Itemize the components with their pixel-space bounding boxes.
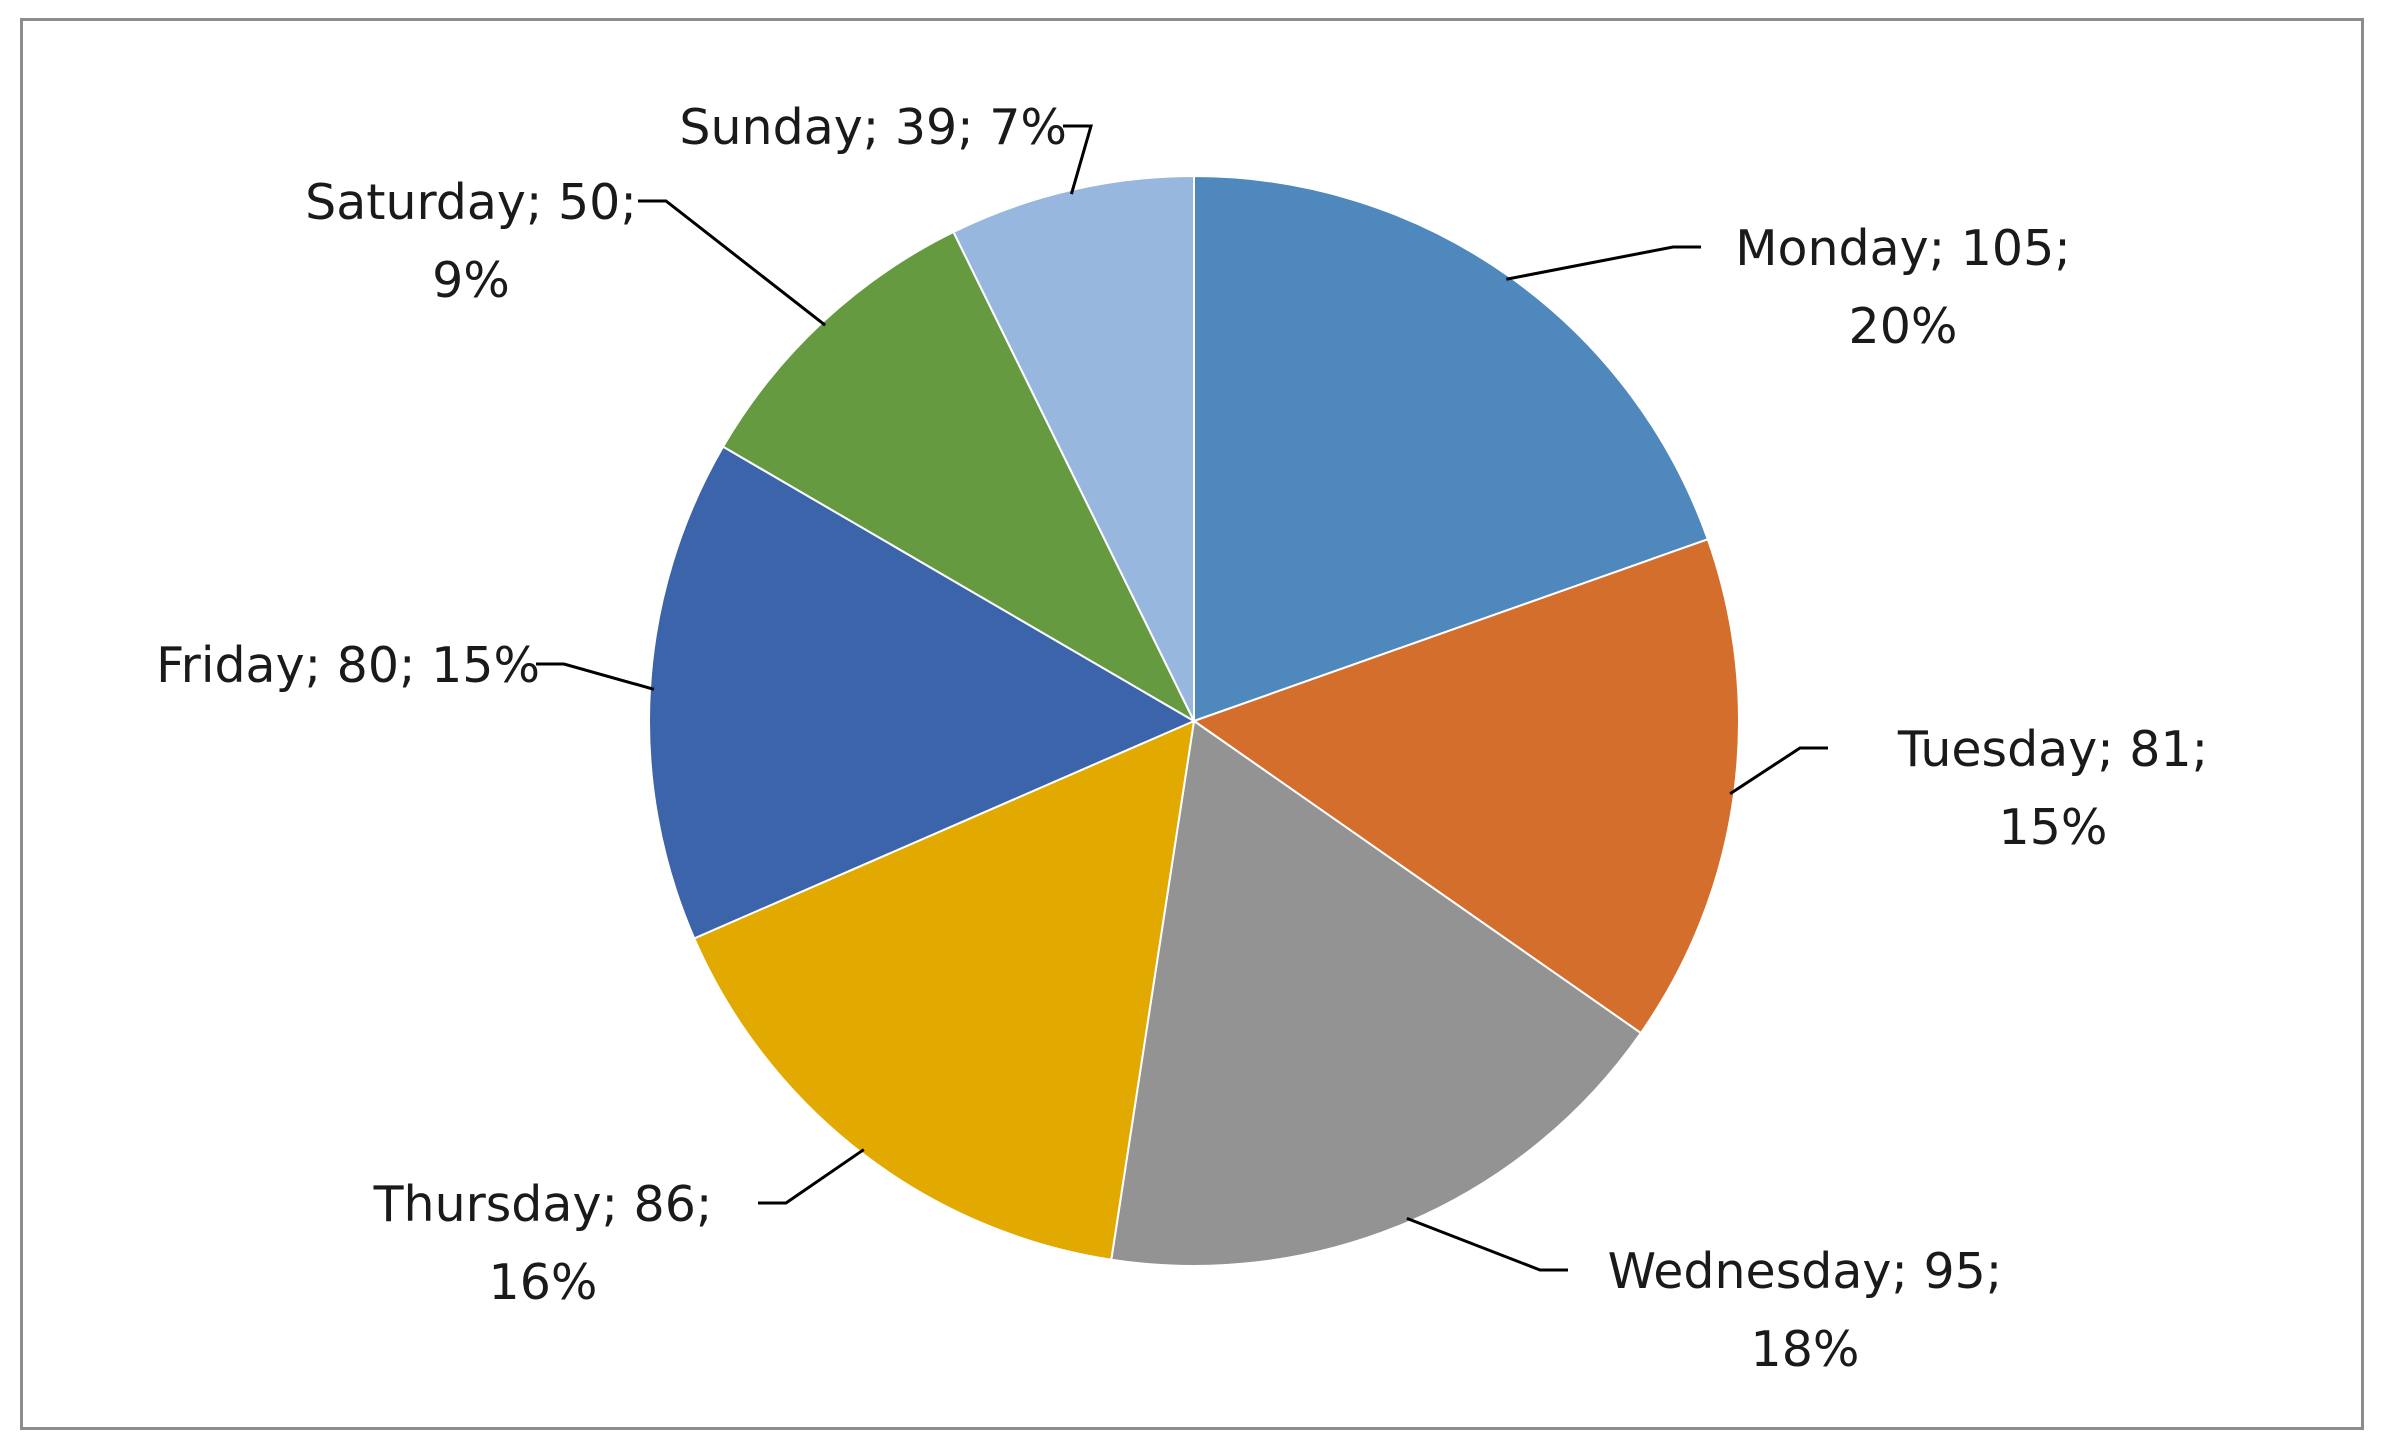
leader-line-tuesday [1729,746,1828,795]
data-label-line: Sunday; 39; 7% [679,99,1067,156]
leader-line-monday [1506,245,1701,281]
data-labels-layer: Monday; 105; 20% Tuesday; 81; 15% Wednesday;… [156,99,2208,1378]
data-label-line: Saturday; 50; [305,174,637,231]
data-label-line: Thursday; 86; [373,1176,713,1233]
leader-line-wednesday [1406,1216,1568,1272]
data-label-friday: Friday; 80; 15% [156,637,540,694]
leader-line-thursday [758,1148,865,1205]
data-label-line: 18% [1751,1321,1860,1378]
pie-slice-monday [1193,174,1710,723]
leader-line-friday [536,662,655,691]
data-label-line: Wednesday; 95; [1608,1243,2003,1300]
slices-layer [648,174,1740,1267]
chart-frame: Monday; 105; 20% Tuesday; 81; 15% Wednesday;… [20,18,2364,1430]
data-label-monday: Monday; 105; 20% [1735,220,2071,355]
data-label-line: 15% [1999,799,2108,856]
pie-slice-sunday [952,174,1195,722]
data-label-line: 20% [1849,298,1958,355]
data-label-line: 9% [432,252,510,309]
pie-slice-wednesday [1110,719,1643,1267]
data-label-line: 16% [489,1254,598,1311]
leader-line-sunday [1063,124,1093,195]
data-label-tuesday: Tuesday; 81; 15% [1897,721,2208,856]
data-label-sunday: Sunday; 39; 7% [679,99,1067,156]
data-label-thursday: Thursday; 86; 16% [373,1176,713,1311]
data-label-line: Tuesday; 81; [1897,721,2208,778]
pie-chart: Monday; 105; 20% Tuesday; 81; 15% Wednesday;… [156,99,2208,1378]
data-label-wednesday: Wednesday; 95; 18% [1608,1243,2003,1378]
leader-lines-layer [536,124,1828,1272]
data-label-line: Friday; 80; 15% [156,637,540,694]
pie-slice-tuesday [1191,537,1740,1035]
data-label-saturday: Saturday; 50; 9% [305,174,637,309]
data-label-line: Monday; 105; [1735,220,2071,277]
leader-line-saturday [638,199,827,327]
